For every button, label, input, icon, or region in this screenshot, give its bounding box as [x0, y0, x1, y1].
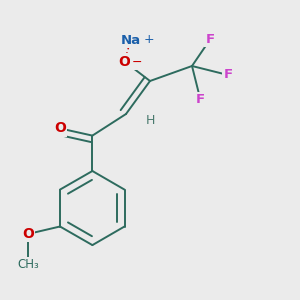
Text: +: +	[143, 33, 154, 46]
Text: CH₃: CH₃	[17, 257, 39, 271]
Text: Na: Na	[120, 34, 141, 47]
Text: F: F	[196, 93, 205, 106]
Text: H: H	[145, 114, 155, 127]
Text: F: F	[206, 33, 214, 46]
Text: O: O	[54, 122, 66, 135]
Text: F: F	[224, 68, 232, 82]
Text: −: −	[131, 56, 142, 69]
Text: O: O	[22, 227, 34, 241]
Text: O: O	[118, 55, 130, 68]
